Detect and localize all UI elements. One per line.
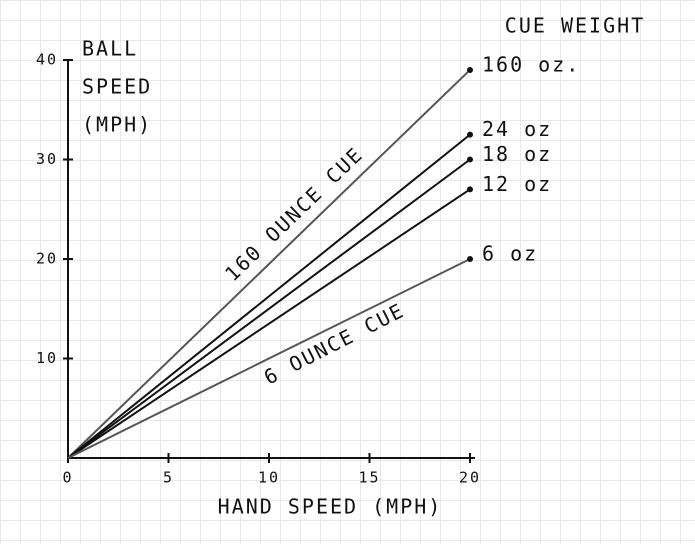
y-tick-label: 10: [36, 349, 58, 367]
series-line: [67, 158, 471, 459]
series-label: 12 oz: [482, 172, 552, 196]
series-line: [67, 133, 471, 459]
series-line: [67, 188, 471, 459]
series-line: [67, 258, 471, 459]
y-tick-label: 20: [36, 250, 58, 268]
series-label: 6 oz: [482, 242, 538, 266]
x-tick-label: 20: [459, 469, 481, 487]
end-point: [467, 256, 473, 262]
annotation: 6 OUNCE CUE: [260, 298, 409, 390]
y-axis-label: SPEED: [82, 75, 152, 99]
x-tick-label: 5: [163, 469, 174, 487]
y-axis-label: BALL: [82, 37, 138, 61]
x-tick-label: 0: [62, 469, 73, 487]
annotation: 160 OUNCE CUE: [220, 142, 368, 286]
y-tick-label: 40: [36, 51, 58, 69]
x-tick-label: 10: [258, 469, 280, 487]
series-line: [67, 69, 471, 459]
x-tick-label: 15: [358, 469, 380, 487]
series-label: 18 oz: [482, 142, 552, 166]
y-tick-label: 30: [36, 150, 58, 168]
series-label: 160 oz.: [482, 52, 580, 76]
series-label: 24 oz: [482, 117, 552, 141]
legend-title: CUE WEIGHT: [505, 14, 645, 38]
x-axis-label: HAND SPEED (MPH): [218, 495, 443, 519]
end-point: [467, 66, 473, 73]
end-point: [467, 156, 473, 163]
y-axis-label: (MPH): [82, 113, 152, 137]
end-point: [467, 186, 473, 193]
end-point: [467, 131, 473, 138]
